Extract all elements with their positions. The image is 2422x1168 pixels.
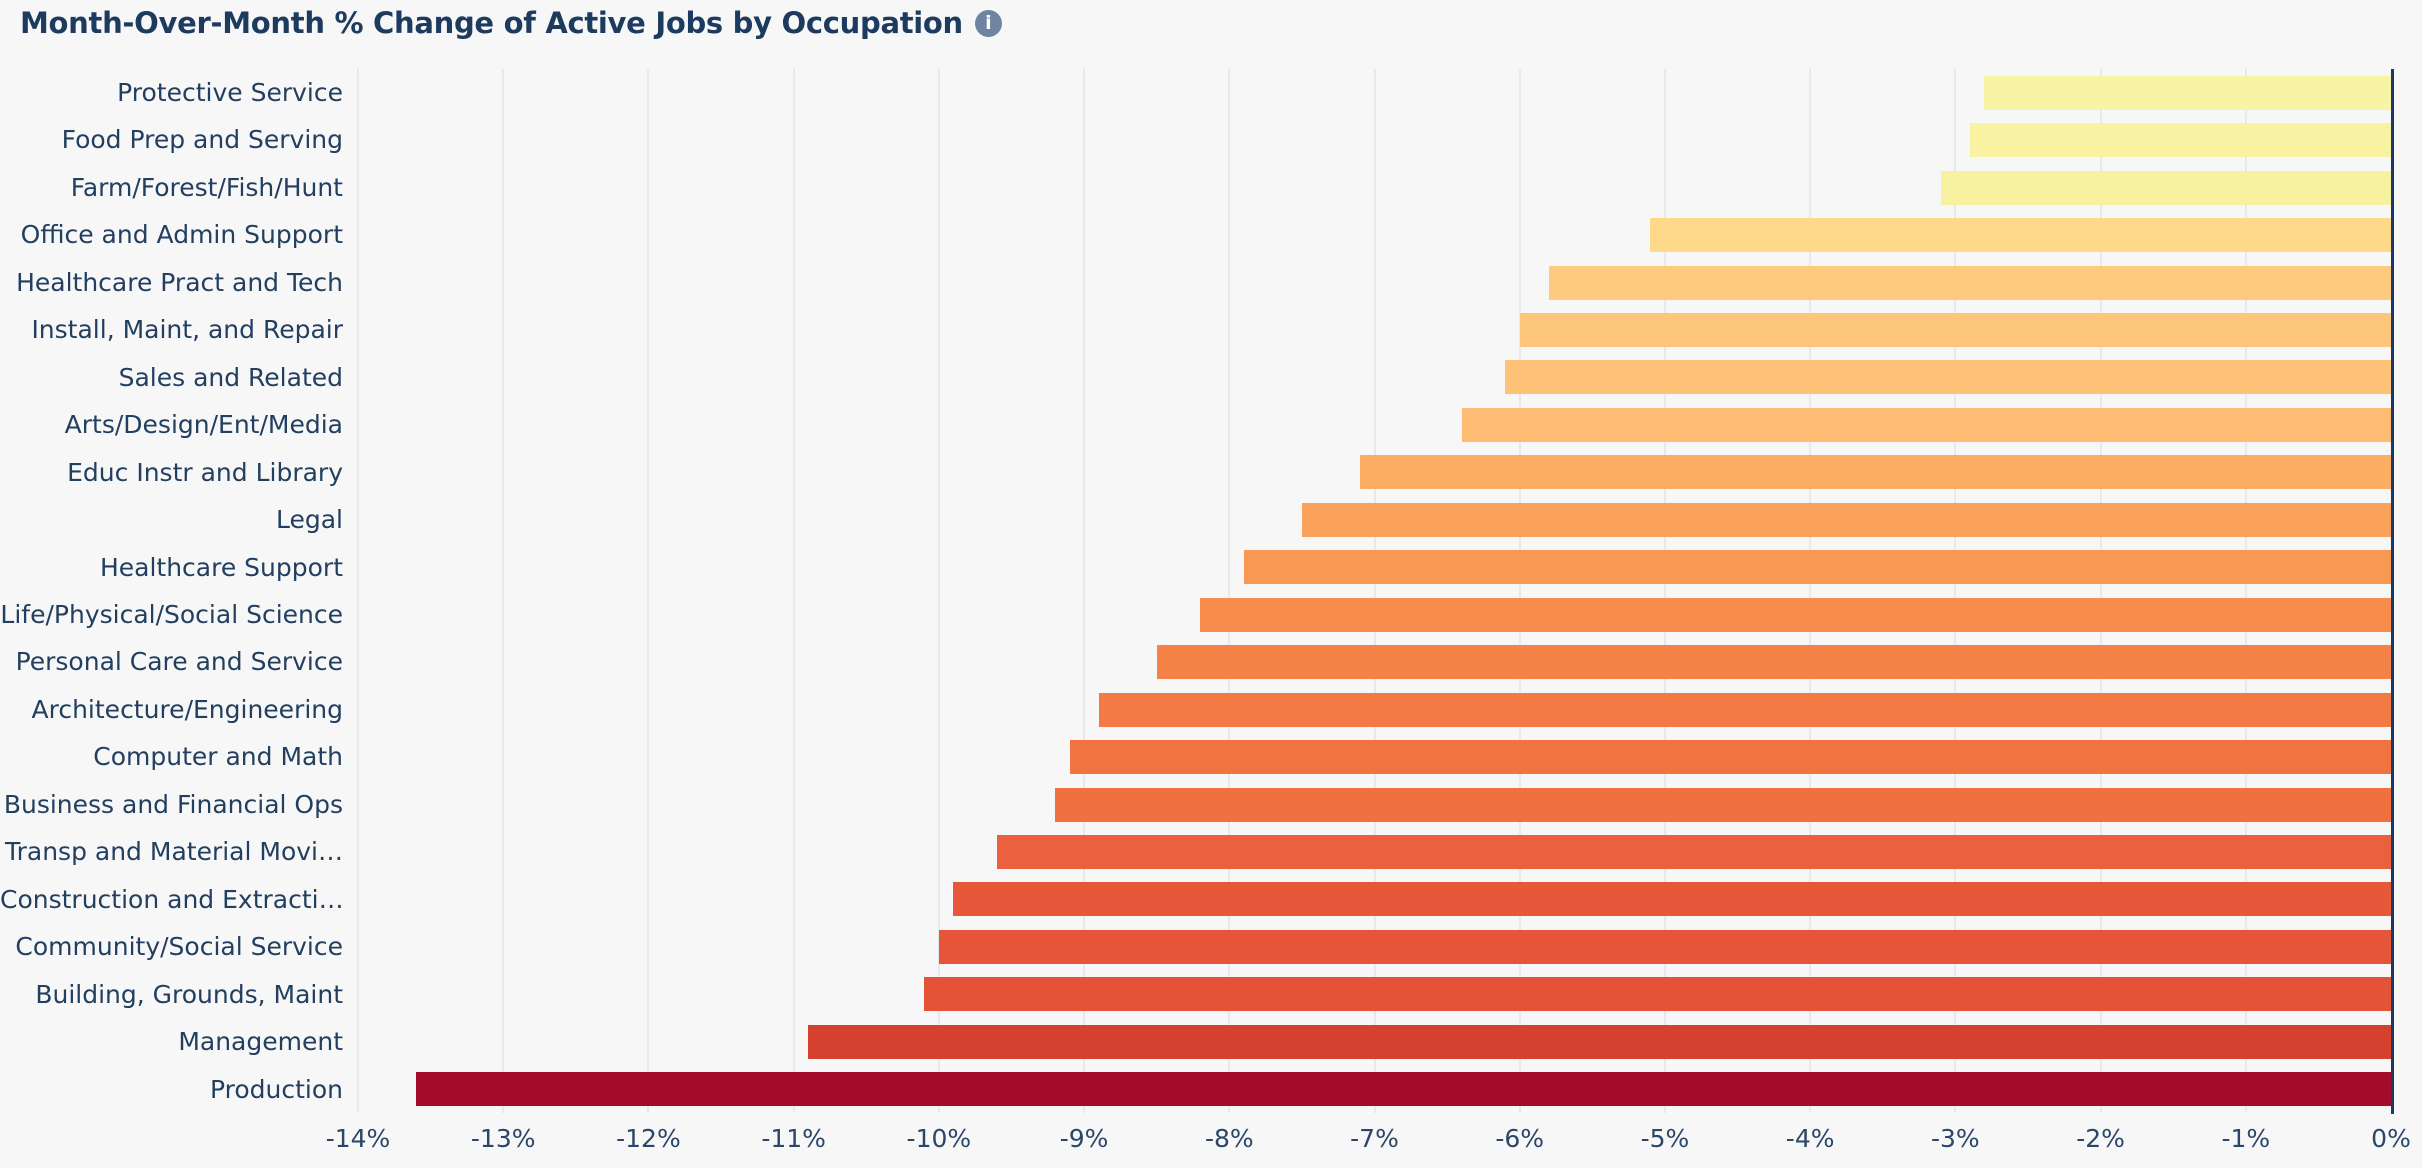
category-label: Legal bbox=[275, 505, 343, 535]
bar-sales-and-related[interactable] bbox=[1505, 360, 2391, 395]
bar-management[interactable] bbox=[808, 1024, 2391, 1059]
bar-office-and-admin-support[interactable] bbox=[1650, 218, 2391, 253]
category-label: Construction and Extracti… bbox=[0, 884, 343, 914]
bar-community-social-service[interactable] bbox=[938, 929, 2391, 964]
vertical-gridline bbox=[937, 69, 940, 1113]
x-tick-label: -6% bbox=[1495, 1124, 1545, 1153]
category-label: Install, Maint, and Repair bbox=[31, 315, 343, 345]
x-tick-label: -5% bbox=[1640, 1124, 1690, 1153]
vertical-gridline bbox=[1228, 69, 1231, 1113]
bar-life-physical-social-science[interactable] bbox=[1200, 597, 2391, 632]
vertical-gridline bbox=[792, 69, 795, 1113]
bar-install-maint-and-repair[interactable] bbox=[1519, 313, 2391, 347]
vertical-gridline bbox=[357, 69, 359, 1113]
bar-legal[interactable] bbox=[1301, 502, 2391, 537]
x-tick-label: -7% bbox=[1350, 1124, 1399, 1153]
bar-production[interactable] bbox=[416, 1072, 2391, 1107]
category-label: Building, Grounds, Maint bbox=[35, 979, 343, 1009]
vertical-gridline bbox=[647, 69, 650, 1113]
x-tick-label: -9% bbox=[1059, 1124, 1109, 1153]
vertical-gridline bbox=[502, 69, 505, 1113]
category-label: Personal Care and Service bbox=[15, 647, 343, 677]
category-label: Sales and Related bbox=[118, 362, 343, 392]
bar-protective-service[interactable] bbox=[1984, 75, 2391, 110]
category-label: Life/Physical/Social Science bbox=[0, 600, 343, 629]
category-label: Transp and Material Movi… bbox=[5, 837, 343, 867]
category-label: Production bbox=[209, 1074, 343, 1104]
chart-title: Month-Over-Month % Change of Active Jobs… bbox=[20, 6, 963, 40]
category-label: Community/Social Service bbox=[15, 932, 343, 962]
category-label: Arts/Design/Ent/Media bbox=[64, 410, 343, 440]
category-label: Food Prep and Serving bbox=[61, 125, 343, 155]
bar-construction-and-extracti[interactable] bbox=[953, 882, 2391, 917]
bar-business-and-financial-ops[interactable] bbox=[1055, 787, 2391, 822]
x-tick-label: -12% bbox=[616, 1124, 681, 1153]
bar-personal-care-and-service[interactable] bbox=[1156, 645, 2391, 680]
chart-header: Month-Over-Month % Change of Active Jobs… bbox=[20, 6, 1002, 40]
category-label: Protective Service bbox=[117, 78, 343, 107]
vertical-gridline bbox=[1809, 69, 1812, 1113]
vertical-gridline bbox=[1518, 69, 1521, 1113]
bar-building-grounds-maint[interactable] bbox=[924, 977, 2391, 1012]
category-label: Educ Instr and Library bbox=[67, 457, 343, 487]
category-label: Healthcare Support bbox=[99, 552, 343, 582]
x-tick-label: -13% bbox=[470, 1124, 536, 1153]
category-label: Healthcare Pract and Tech bbox=[16, 267, 343, 297]
vertical-gridline bbox=[1663, 69, 1666, 1113]
x-tick-label: -11% bbox=[761, 1124, 826, 1153]
x-tick-label: -1% bbox=[2221, 1124, 2271, 1153]
vertical-gridline bbox=[2099, 69, 2102, 1113]
x-tick-label: -8% bbox=[1204, 1124, 1254, 1153]
vertical-gridline bbox=[1083, 69, 1086, 1113]
vertical-gridline bbox=[1373, 69, 1376, 1113]
x-tick-label: -14% bbox=[325, 1124, 391, 1153]
bar-food-prep-and-serving[interactable] bbox=[1969, 123, 2391, 158]
bar-transp-and-material-movi[interactable] bbox=[996, 835, 2391, 869]
bar-farm-forest-fish-hunt[interactable] bbox=[1940, 170, 2391, 205]
x-tick-label: 0% bbox=[2371, 1124, 2411, 1153]
category-label: Management bbox=[178, 1027, 343, 1057]
x-tick-label: -2% bbox=[2076, 1124, 2125, 1153]
bar-educ-instr-and-library[interactable] bbox=[1359, 455, 2391, 490]
vertical-gridline bbox=[2244, 69, 2247, 1113]
axis-zero-line bbox=[2391, 69, 2394, 1114]
category-label: Office and Admin Support bbox=[20, 220, 343, 250]
x-tick-label: -3% bbox=[1931, 1124, 1980, 1153]
x-tick-label: -4% bbox=[1785, 1124, 1835, 1153]
bar-computer-and-math[interactable] bbox=[1069, 740, 2391, 775]
bar-healthcare-pract-and-tech[interactable] bbox=[1548, 265, 2391, 300]
bar-arts-design-ent-media[interactable] bbox=[1461, 407, 2391, 442]
bar-healthcare-support[interactable] bbox=[1243, 550, 2391, 585]
category-label: Computer and Math bbox=[93, 742, 343, 772]
category-label: Architecture/Engineering bbox=[31, 694, 343, 724]
info-icon[interactable]: i bbox=[974, 9, 1002, 37]
category-label: Farm/Forest/Fish/Hunt bbox=[70, 172, 343, 202]
vertical-gridline bbox=[1954, 69, 1957, 1113]
x-tick-label: -10% bbox=[906, 1124, 972, 1153]
bar-architecture-engineering[interactable] bbox=[1098, 692, 2391, 727]
category-label: Business and Financial Ops bbox=[3, 789, 343, 819]
